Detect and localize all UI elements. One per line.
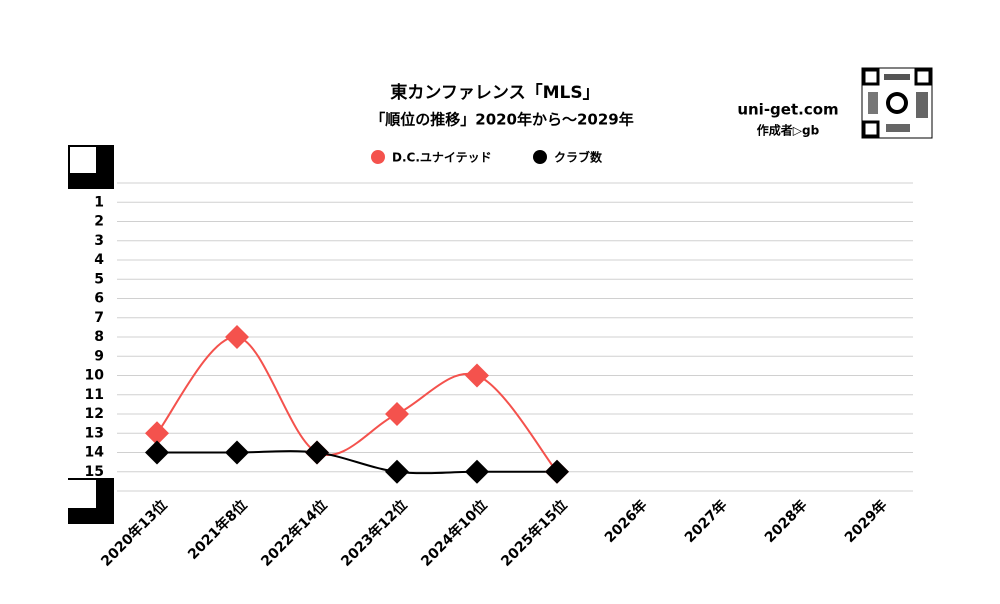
y-tick-label: 4 (94, 252, 104, 268)
y-tick-label: 9 (94, 348, 104, 364)
y-tick-label: 14 (85, 445, 105, 461)
chart-subtitle: 「順位の推移」2020年から～2029年 (370, 111, 634, 129)
y-tick-label: 10 (85, 368, 105, 384)
data-point (465, 459, 489, 484)
y-tick-label: 11 (85, 387, 104, 403)
y-tick-label: 13 (85, 425, 104, 441)
site-name: uni-get.com (737, 101, 838, 119)
data-point (305, 440, 329, 465)
y-tick-label: 2 (94, 214, 104, 230)
y-tick-label: 15 (85, 464, 104, 480)
y-tick-label: 5 (94, 271, 104, 287)
series-line (156, 335, 558, 473)
legend-marker (533, 150, 547, 164)
data-point (225, 325, 249, 349)
chart-title: 東カンファレンス「MLS」 (390, 82, 599, 103)
corner-decoration (68, 145, 114, 524)
data-point (465, 363, 489, 388)
data-point (385, 459, 409, 484)
y-tick-label: 6 (94, 291, 104, 307)
legend-marker (371, 150, 385, 164)
data-point (145, 421, 169, 446)
data-point (385, 402, 409, 426)
author: 作成者▷gb (757, 123, 820, 138)
legend-label: クラブ数 (554, 150, 603, 165)
qr-code (861, 67, 933, 139)
data-point (225, 440, 249, 465)
data-point (545, 459, 569, 484)
y-tick-label: 3 (94, 233, 104, 249)
y-tick-label: 12 (85, 406, 104, 422)
y-tick-label: 8 (94, 329, 104, 345)
legend-label: D.C.ユナイテッド (392, 151, 492, 165)
y-tick-label: 1 (94, 194, 104, 210)
y-tick-label: 7 (94, 310, 104, 326)
data-point (145, 440, 169, 465)
